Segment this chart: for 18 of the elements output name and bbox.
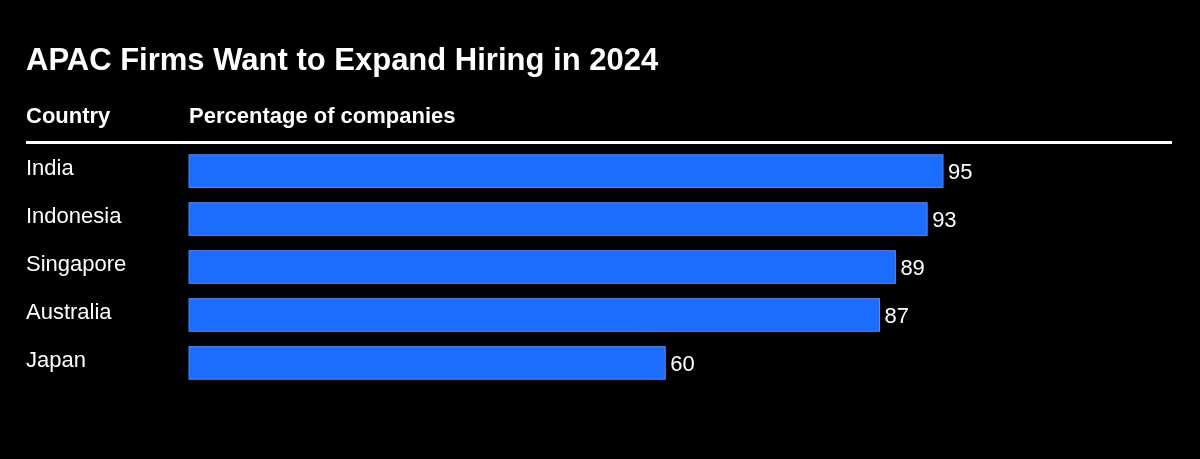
bar [188, 250, 896, 284]
data-label: 60 [670, 350, 695, 376]
y-axis-title: Country [26, 103, 112, 128]
x-axis-title: Percentage of companies [189, 103, 456, 128]
bar [188, 298, 881, 332]
chart-title: APAC Firms Want to Expand Hiring in 2024 [26, 42, 659, 77]
bar [188, 154, 944, 188]
bar [188, 346, 666, 380]
y-tick-label: Japan [26, 346, 86, 372]
bar [188, 202, 928, 236]
data-label: 93 [932, 206, 957, 232]
y-tick-label: Australia [26, 298, 113, 324]
data-label: 89 [900, 254, 925, 280]
y-tick-label: Singapore [26, 250, 127, 276]
data-label: 87 [884, 302, 909, 328]
data-label: 95 [948, 158, 973, 184]
y-tick-label: India [26, 154, 75, 180]
y-tick-label: Indonesia [26, 202, 123, 228]
